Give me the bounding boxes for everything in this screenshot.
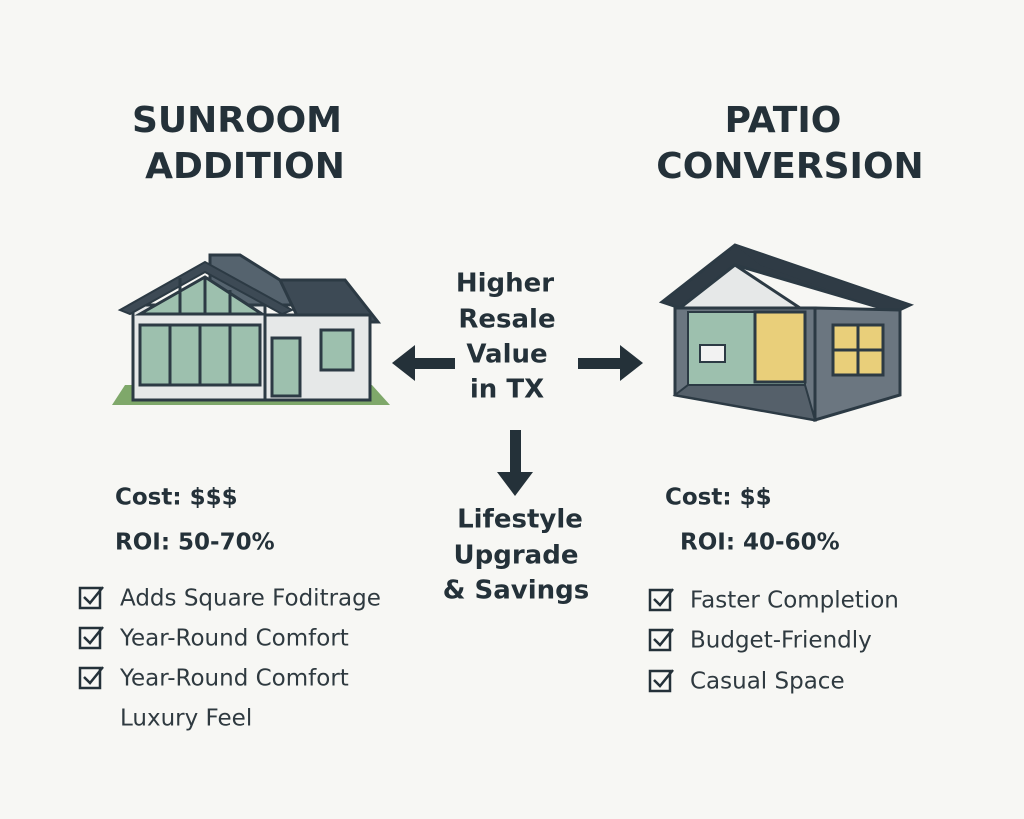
center-top: Higher xyxy=(456,269,554,299)
center-top: Resale xyxy=(458,305,555,335)
right-feature: Casual Space xyxy=(690,669,845,695)
center-bottom: Upgrade xyxy=(454,541,579,571)
right-roi: ROI: 40-60% xyxy=(680,530,840,556)
left-roi: ROI: 50-70% xyxy=(115,530,275,556)
center-bottom: & Savings xyxy=(443,576,589,606)
left-cost: Cost: $$$ xyxy=(115,485,238,511)
right-cost: Cost: $$ xyxy=(665,485,772,511)
left-feature: Adds Square Foditrage xyxy=(120,586,381,612)
right-title: PATIO xyxy=(725,100,842,141)
right-feature: Faster Completion xyxy=(690,588,899,614)
left-title: ADDITION xyxy=(145,146,345,187)
center-top: Value xyxy=(466,340,547,370)
left-feature: Year-Round Comfort xyxy=(119,666,349,692)
patio-house-icon xyxy=(658,243,915,423)
right-title: CONVERSION xyxy=(656,146,923,187)
checkboxes xyxy=(78,586,674,693)
left-feature: Year-Round Comfort xyxy=(119,626,349,652)
arrows xyxy=(392,345,643,496)
center-top: in TX xyxy=(470,375,544,405)
sunroom-house-icon xyxy=(112,253,390,405)
left-feature-extra: Luxury Feel xyxy=(120,706,252,732)
left-title: SUNROOM xyxy=(132,100,342,141)
right-feature: Budget-Friendly xyxy=(690,628,872,654)
center-bottom: Lifestyle xyxy=(457,505,583,535)
